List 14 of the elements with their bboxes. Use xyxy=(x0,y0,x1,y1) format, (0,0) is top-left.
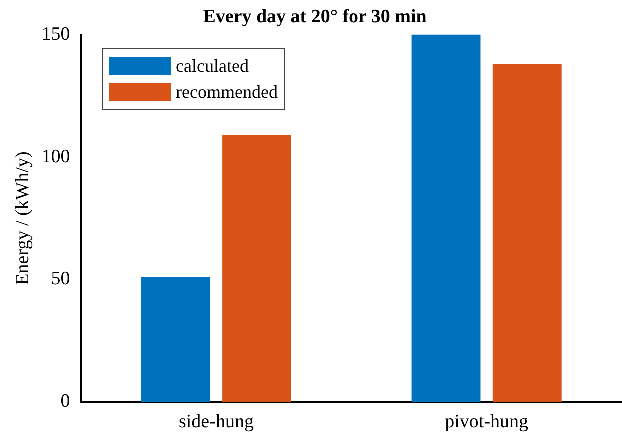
y-axis-title: Energy / (kWh/y) xyxy=(12,152,34,286)
bar xyxy=(492,64,562,402)
x-tick-label: pivot-hung xyxy=(445,412,530,433)
bar xyxy=(141,277,210,402)
chart-title: Every day at 20° for 30 min xyxy=(203,6,428,28)
legend-label: calculated xyxy=(176,55,249,78)
y-tick-label: 50 xyxy=(51,268,70,290)
legend-label: recommended xyxy=(176,81,278,104)
x-tick-label: side-hung xyxy=(179,412,254,433)
bar xyxy=(412,34,481,402)
bar xyxy=(222,135,292,402)
y-tick-label: 100 xyxy=(42,146,70,168)
y-tick-label: 150 xyxy=(42,24,70,45)
y-tick-label: 0 xyxy=(60,391,70,412)
